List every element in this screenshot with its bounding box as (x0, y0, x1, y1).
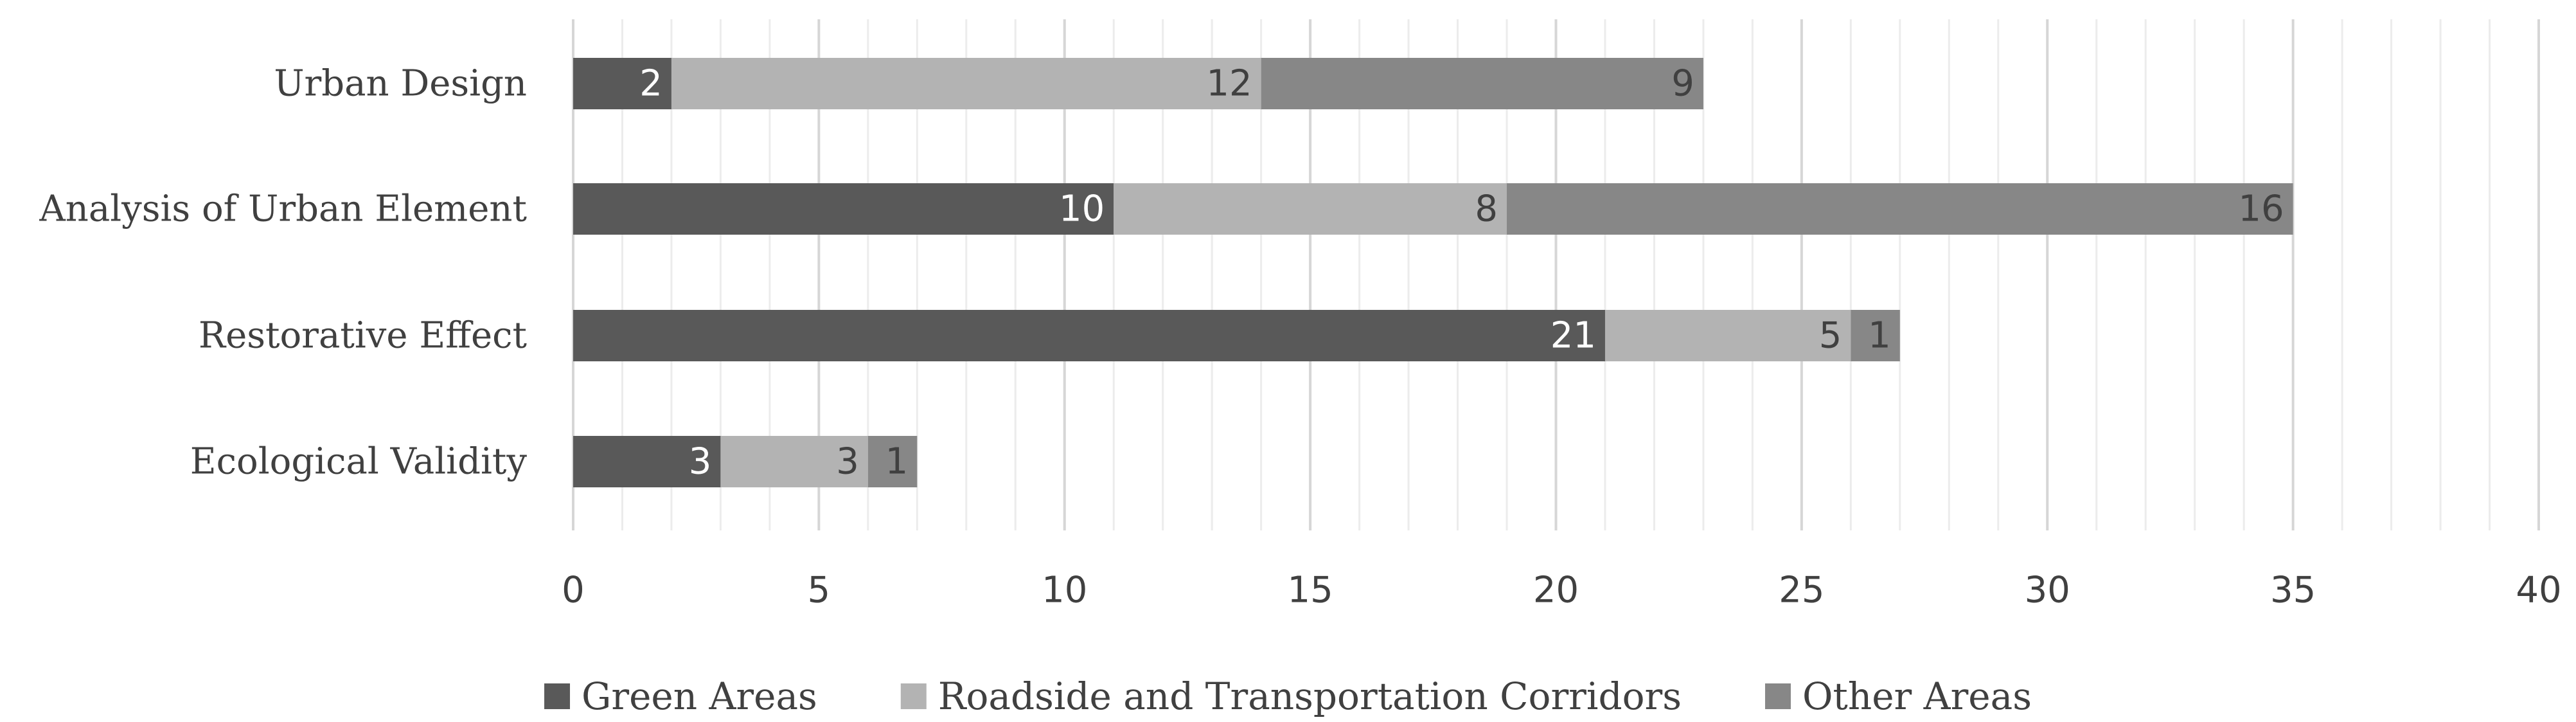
data-label: 21 (1550, 315, 1596, 357)
legend-swatch (900, 683, 927, 709)
data-label: 10 (1059, 188, 1105, 230)
data-label: 5 (1819, 315, 1842, 357)
legend-item: Other Areas (1764, 674, 2032, 718)
data-label: 3 (689, 441, 712, 483)
bar-segment (1604, 310, 1851, 361)
x-tick-label: 35 (2270, 570, 2316, 611)
bar-segment (1507, 183, 2293, 235)
legend-swatch (544, 683, 571, 709)
bar-segment (1114, 183, 1507, 235)
data-label: 1 (1868, 315, 1891, 357)
bar-segment (1851, 310, 1900, 361)
x-tick-label: 15 (1287, 570, 1333, 611)
x-axis-tick-labels: 0 5 10 15 20 25 30 35 40 (562, 570, 2561, 611)
x-tick-label: 30 (2025, 570, 2070, 611)
bar-segment (573, 58, 671, 109)
legend-item: Green Areas (544, 674, 817, 718)
bar-segment (573, 310, 1605, 361)
x-tick-label: 0 (562, 570, 585, 611)
legend-label: Other Areas (1802, 674, 2032, 718)
category-label: Restorative Effect (199, 315, 528, 357)
legend-label: Roadside and Transportation Corridors (938, 674, 1682, 718)
legend-label: Green Areas (582, 674, 817, 718)
bar-segment (671, 58, 1261, 109)
bar-segment (867, 436, 918, 487)
data-label: 9 (1671, 63, 1694, 105)
x-tick-label: 20 (1533, 570, 1579, 611)
legend-swatch (1764, 683, 1791, 709)
bar-segment (720, 436, 868, 487)
category-label: Urban Design (274, 63, 527, 105)
x-tick-label: 40 (2516, 570, 2561, 611)
category-labels: Urban Design Analysis of Urban Element Res… (39, 63, 527, 483)
x-tick-label: 5 (808, 570, 831, 611)
x-tick-label: 25 (1779, 570, 1824, 611)
data-label: 1 (885, 441, 909, 483)
data-label: 3 (836, 441, 859, 483)
data-label: 2 (639, 63, 662, 105)
x-tick-label: 10 (1042, 570, 1087, 611)
legend-item: Roadside and Transportation Corridors (900, 674, 1682, 718)
legend: Green Areas Roadside and Transportation C… (544, 674, 2032, 718)
category-label: Analysis of Urban Element (39, 188, 527, 230)
data-label: 8 (1475, 188, 1498, 230)
category-label: Ecological Validity (190, 441, 528, 483)
data-label: 12 (1206, 63, 1252, 105)
data-label: 16 (2238, 188, 2284, 230)
bar-segment (573, 436, 721, 487)
bar-segment (573, 183, 1114, 235)
bar-segment (1261, 58, 1703, 109)
